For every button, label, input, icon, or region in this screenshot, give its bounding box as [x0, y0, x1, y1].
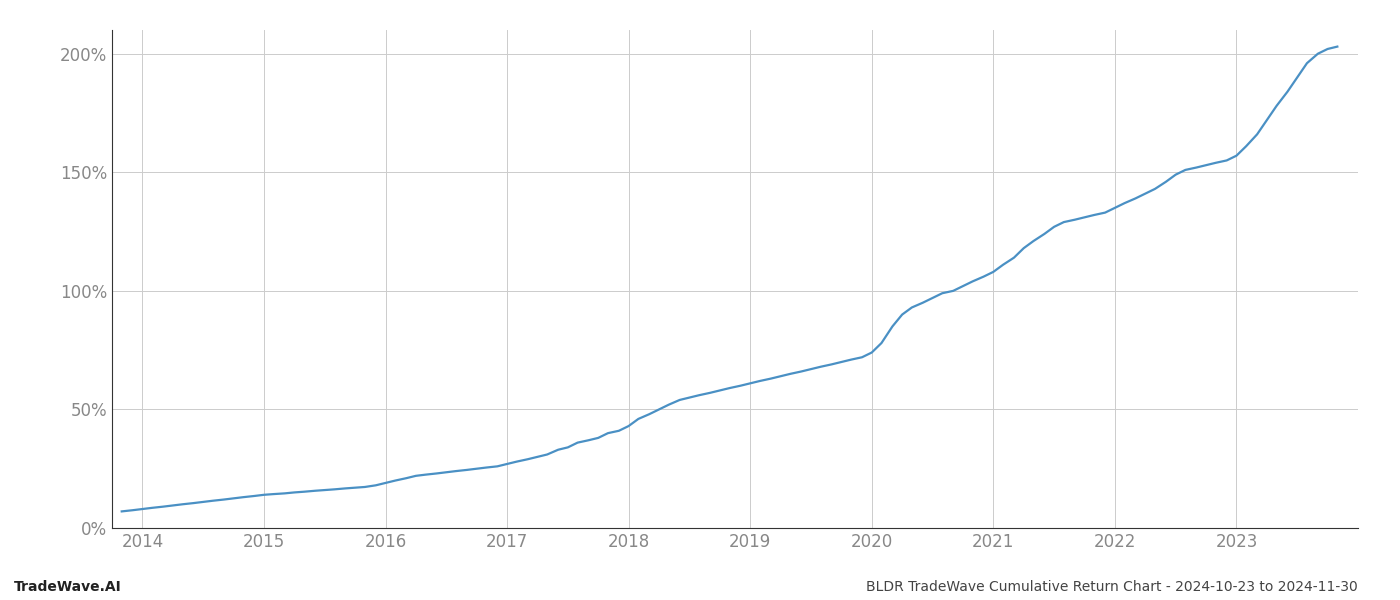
Text: BLDR TradeWave Cumulative Return Chart - 2024-10-23 to 2024-11-30: BLDR TradeWave Cumulative Return Chart -…	[867, 580, 1358, 594]
Text: TradeWave.AI: TradeWave.AI	[14, 580, 122, 594]
